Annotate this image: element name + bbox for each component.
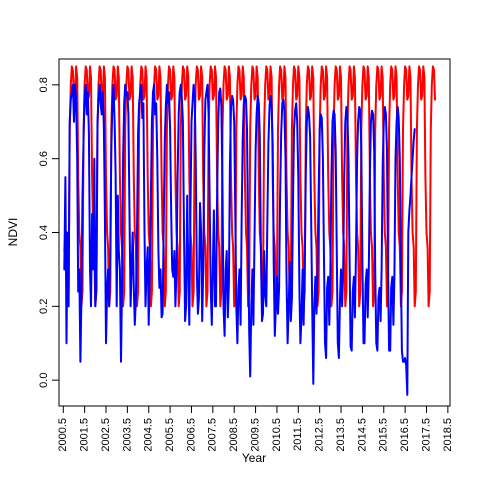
x-tick-label: 2007.5 [207,418,219,452]
y-tick-label: 0.0 [38,373,50,388]
x-tick-label: 2006.5 [185,418,197,452]
x-tick-label: 2003.5 [121,418,133,452]
x-tick-label: 2005.5 [164,418,176,452]
y-axis-title: NDVI [6,218,20,247]
x-tick-label: 2009.5 [250,418,262,452]
x-tick-label: 2001.5 [79,418,91,452]
x-tick-label: 2018.5 [442,418,454,452]
x-tick-label: 2000.5 [57,418,69,452]
series-line-2 [63,83,416,396]
y-tick-label: 0.2 [38,299,50,314]
y-tick-label: 0.6 [38,151,50,166]
x-tick-label: 2004.5 [143,418,155,452]
x-tick-label: 2010.5 [271,418,283,452]
y-tick-label: 0.4 [38,225,50,240]
x-tick-label: 2012.5 [314,418,326,452]
x-tick-label: 2013.5 [335,418,347,452]
x-tick-label: 2017.5 [420,418,432,452]
y-axis: 0.0 0.2 0.4 0.6 0.8 [38,77,60,388]
series-layer [63,65,436,396]
x-tick-label: 2014.5 [356,418,368,452]
x-axis-title: Year [242,451,266,465]
x-axis: 2000.5 2001.5 2002.5 2003.5 2004.5 2005.5 2006… [57,405,454,452]
x-tick-label: 2011.5 [292,418,304,451]
x-tick-label: 2015.5 [378,418,390,452]
x-tick-label: 2016.5 [399,418,411,452]
x-tick-label: 2002.5 [100,418,112,452]
x-tick-label: 2008.5 [228,418,240,452]
y-tick-label: 0.8 [38,77,50,92]
